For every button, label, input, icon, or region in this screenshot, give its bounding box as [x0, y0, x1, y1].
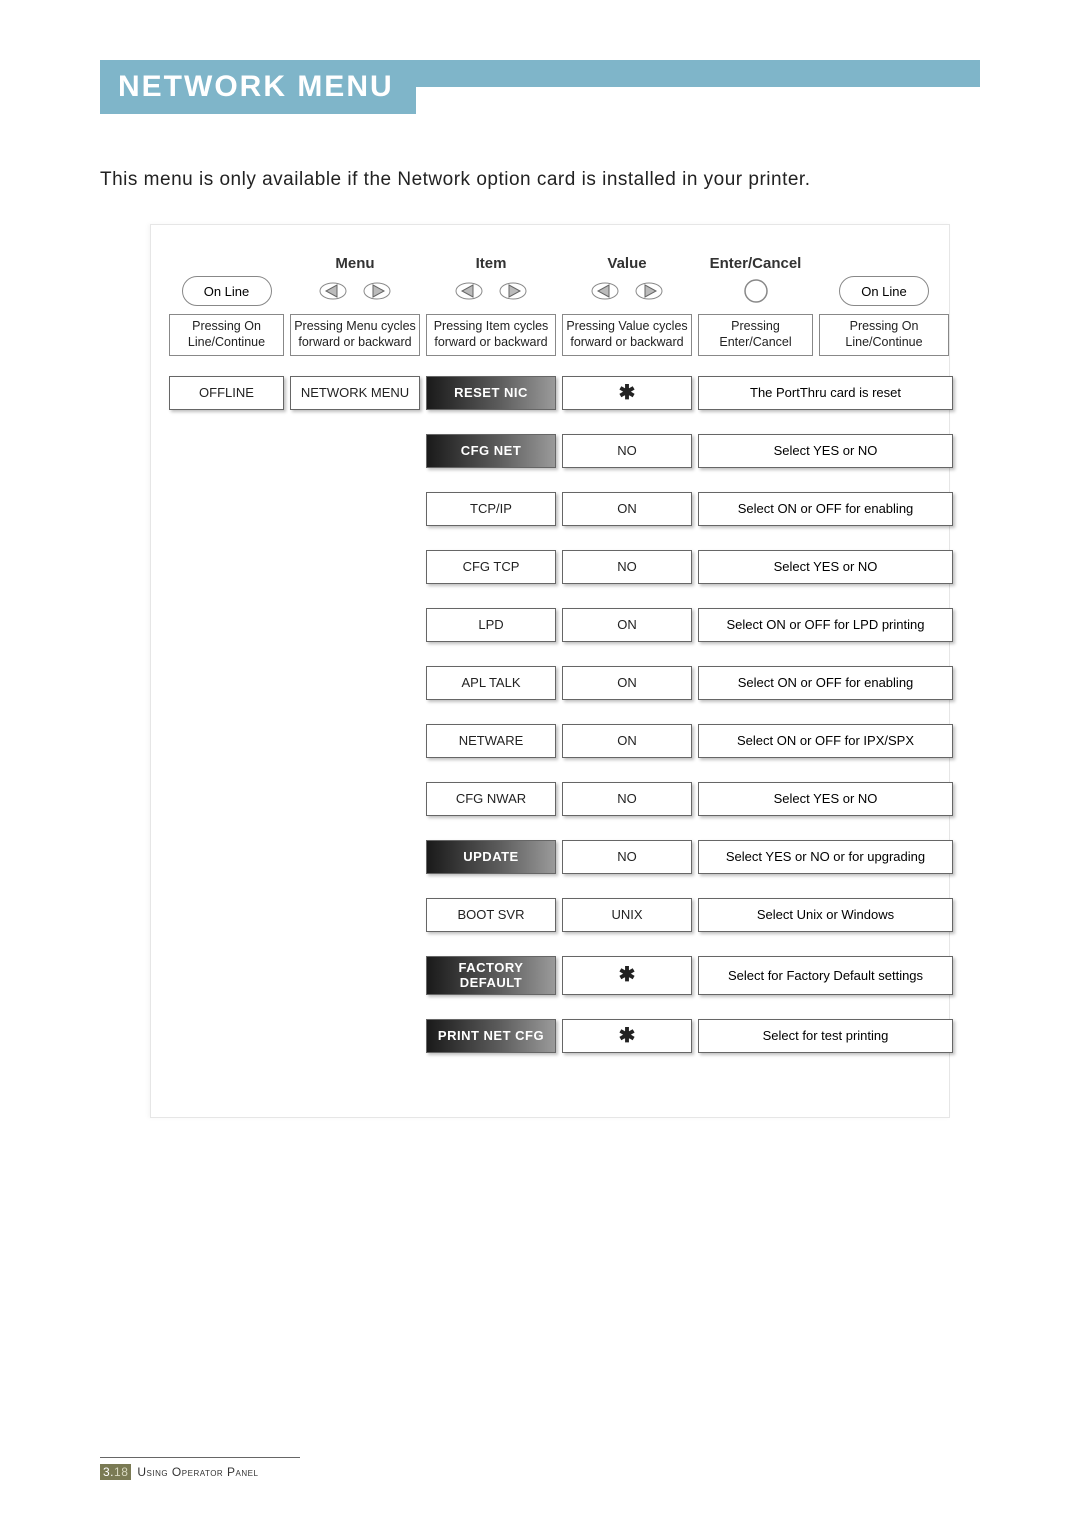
value-cell: NO	[562, 434, 692, 468]
item-cell: BOOT SVR	[426, 898, 556, 932]
desc-cell: Select YES or NO	[698, 550, 953, 584]
desc-cell: Select Unix or Windows	[698, 898, 953, 932]
menu-row: APL TALKONSelect ON or OFF for enabling	[169, 666, 931, 700]
value-cell: ON	[562, 724, 692, 758]
menu-row: UPDATENOSelect YES or NO or for upgradin…	[169, 840, 931, 874]
value-cell: ✱	[562, 376, 692, 410]
item-cell: CFG TCP	[426, 550, 556, 584]
menu-row: TCP/IPONSelect ON or OFF for enabling	[169, 492, 931, 526]
desc-online-right: Pressing On Line/Continue	[819, 314, 949, 355]
desc-cell: The PortThru card is reset	[698, 376, 953, 410]
col-head-enter: Enter/Cancel	[698, 255, 813, 272]
menu-cell: NETWORK MENU	[290, 376, 420, 410]
col-head-item: Item	[426, 255, 556, 272]
right-arrow-icon	[634, 281, 664, 301]
desc-online-left: Pressing On Line/Continue	[169, 314, 284, 355]
desc-cell: Select for Factory Default settings	[698, 956, 953, 995]
menu-rows: OFFLINENETWORK MENURESET NIC✱The PortThr…	[169, 376, 931, 1053]
right-arrow-icon	[498, 281, 528, 301]
desc-enter: Pressing Enter/Cancel	[698, 314, 813, 355]
menu-row: PRINT NET CFG✱Select for test printing	[169, 1019, 931, 1053]
desc-menu: Pressing Menu cycles forward or backward	[290, 314, 420, 355]
item-cell: PRINT NET CFG	[426, 1019, 556, 1053]
page-minor: 18	[114, 1465, 128, 1479]
online-left-oval: On Line	[182, 276, 272, 306]
desc-cell: Select YES or NO or for upgrading	[698, 840, 953, 874]
col-head-menu: Menu	[290, 255, 420, 272]
desc-cell: Select ON or OFF for IPX/SPX	[698, 724, 953, 758]
controls-row: On Line	[169, 276, 931, 306]
menu-row: CFG NWARNOSelect YES or NO	[169, 782, 931, 816]
menu-row: NETWAREONSelect ON or OFF for IPX/SPX	[169, 724, 931, 758]
item-cell: TCP/IP	[426, 492, 556, 526]
desc-cell: Select ON or OFF for enabling	[698, 666, 953, 700]
item-cell: LPD	[426, 608, 556, 642]
menu-row: FACTORY DEFAULT✱Select for Factory Defau…	[169, 956, 931, 995]
menu-row: LPDONSelect ON or OFF for LPD printing	[169, 608, 931, 642]
page: NETWORK MENU This menu is only available…	[100, 60, 980, 1118]
desc-cell: Select ON or OFF for enabling	[698, 492, 953, 526]
left-arrow-icon	[454, 281, 484, 301]
value-cell: NO	[562, 840, 692, 874]
desc-cell: Select for test printing	[698, 1019, 953, 1053]
column-headers: Menu Item Value Enter/Cancel	[169, 255, 931, 272]
title-tail	[416, 60, 980, 114]
page-major: 3.	[103, 1465, 114, 1479]
value-cell: ON	[562, 608, 692, 642]
title-bar: NETWORK MENU	[100, 60, 980, 114]
menu-row: BOOT SVRUNIXSelect Unix or Windows	[169, 898, 931, 932]
item-cell: APL TALK	[426, 666, 556, 700]
menu-row: OFFLINENETWORK MENURESET NIC✱The PortThr…	[169, 376, 931, 410]
desc-value: Pressing Value cycles forward or backwar…	[562, 314, 692, 355]
menu-diagram: Menu Item Value Enter/Cancel On Line	[150, 224, 950, 1117]
desc-cell: Select YES or NO	[698, 782, 953, 816]
item-cell: NETWARE	[426, 724, 556, 758]
offline-cell: OFFLINE	[169, 376, 284, 410]
item-cell: CFG NET	[426, 434, 556, 468]
item-cell: RESET NIC	[426, 376, 556, 410]
value-cell: ✱	[562, 956, 692, 995]
item-cell: UPDATE	[426, 840, 556, 874]
col-head-value: Value	[562, 255, 692, 272]
page-title: NETWORK MENU	[100, 60, 416, 114]
enter-circle-icon	[698, 277, 813, 305]
menu-row: CFG NETNOSelect YES or NO	[169, 434, 931, 468]
menu-row: CFG TCPNOSelect YES or NO	[169, 550, 931, 584]
controls-desc-row: Pressing On Line/Continue Pressing Menu …	[169, 314, 931, 355]
left-arrow-icon	[318, 281, 348, 301]
page-number-badge: 3.18	[100, 1464, 131, 1480]
intro-text: This menu is only available if the Netwo…	[100, 164, 980, 196]
value-cell: ON	[562, 666, 692, 700]
value-cell: ✱	[562, 1019, 692, 1053]
desc-cell: Select YES or NO	[698, 434, 953, 468]
item-cell: FACTORY DEFAULT	[426, 956, 556, 995]
desc-cell: Select ON or OFF for LPD printing	[698, 608, 953, 642]
menu-arrows	[290, 281, 420, 301]
value-cell: UNIX	[562, 898, 692, 932]
value-cell: NO	[562, 550, 692, 584]
desc-item: Pressing Item cycles forward or backward	[426, 314, 556, 355]
value-cell: ON	[562, 492, 692, 526]
footer-section: Using Operator Panel	[137, 1465, 258, 1479]
left-arrow-icon	[590, 281, 620, 301]
online-right-oval: On Line	[839, 276, 929, 306]
right-arrow-icon	[362, 281, 392, 301]
value-cell: NO	[562, 782, 692, 816]
value-arrows	[562, 281, 692, 301]
page-footer: 3.18 Using Operator Panel	[100, 1457, 300, 1480]
item-arrows	[426, 281, 556, 301]
item-cell: CFG NWAR	[426, 782, 556, 816]
